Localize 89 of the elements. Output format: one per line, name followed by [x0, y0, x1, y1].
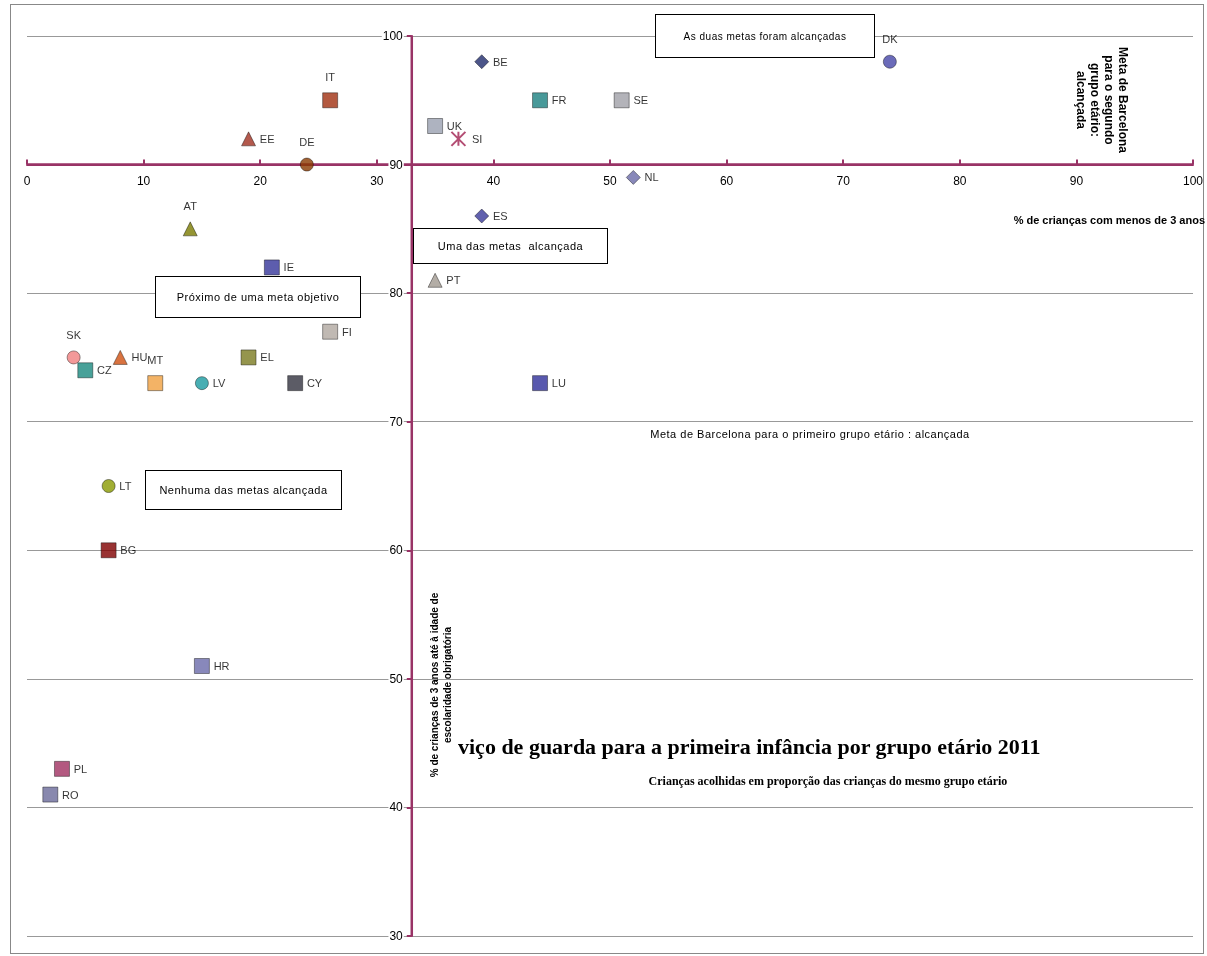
point — [182, 221, 198, 237]
annotation: As duas metas foram alcançadas — [683, 30, 847, 42]
point — [613, 92, 630, 109]
x-tick-label: 0 — [23, 173, 31, 188]
x-tick-label: 70 — [836, 173, 851, 188]
text-box: Uma das metas alcançada — [413, 228, 608, 264]
point — [240, 349, 257, 366]
series-label: RO — [62, 788, 80, 801]
series-label: SK — [66, 329, 82, 342]
series-label: IT — [325, 71, 336, 84]
x-axis-title: % de crianças com menos de 3 anos — [1013, 214, 1205, 226]
point — [474, 208, 489, 224]
point — [427, 118, 443, 134]
x-tick-label: 10 — [136, 173, 151, 188]
x-tick-label: 60 — [719, 173, 734, 188]
text-box: Nenhuma das metas alcançada — [145, 470, 342, 510]
ref-line-label: Meta de Barcelona para o segundo grupo etário: alcançada — [1073, 45, 1130, 155]
y-tick-label: 70 — [389, 414, 404, 429]
series-label: SE — [633, 94, 649, 107]
point — [66, 350, 81, 365]
y-tick-label: 30 — [389, 929, 404, 943]
text: Crianças acolhidas em proporção das crianças do mesmo grupo etário — [647, 774, 1009, 789]
series-label: DK — [882, 33, 899, 46]
point — [77, 362, 94, 379]
series-label: ES — [492, 210, 508, 222]
point — [532, 92, 548, 109]
x-tick-label: 100 — [1182, 173, 1204, 188]
y-tick-label: 50 — [389, 671, 404, 686]
series-label: AT — [183, 200, 198, 213]
series-label: PT — [446, 274, 461, 287]
x-tick-label: 80 — [953, 173, 967, 188]
point — [626, 170, 641, 185]
series-label: MT — [147, 353, 164, 366]
series-label: CZ — [97, 364, 112, 377]
annotation: Uma das metas alcançada — [437, 240, 584, 252]
series-label: LV — [212, 377, 226, 390]
y-axis-title: % de crianças de 3 anos até à idade de escolaridade obrigatória — [428, 591, 454, 780]
x-tick-label: 40 — [486, 173, 501, 188]
series-label: BG — [120, 544, 137, 557]
point — [532, 375, 548, 391]
point — [287, 375, 303, 391]
series-label: HR — [213, 660, 230, 672]
series-label: FR — [551, 94, 567, 107]
y-tick-label: 100 — [382, 29, 404, 43]
series-label: UK — [446, 120, 463, 132]
series-label: DE — [299, 136, 315, 149]
point — [113, 350, 128, 365]
series-label: FI — [341, 325, 352, 338]
series-label: PL — [73, 762, 88, 775]
series-label: CY — [306, 377, 323, 390]
text: viço de guarda para a primeira infância por grupo etário 2011 — [458, 734, 1041, 760]
annotation: Nenhuma das metas alcançada — [159, 484, 328, 496]
point — [54, 761, 70, 777]
text-box: Próximo de uma meta objetivo — [155, 276, 361, 318]
series-label: LU — [551, 377, 566, 390]
series-label: BE — [492, 55, 508, 68]
point — [322, 92, 338, 109]
text-box: As duas metas foram alcançadas — [655, 14, 875, 58]
point — [300, 157, 314, 172]
series-label: HU — [131, 351, 148, 364]
annotation: Próximo de uma meta objetivo — [176, 291, 340, 303]
point — [450, 130, 467, 147]
point — [427, 273, 443, 288]
y-tick-label: 80 — [389, 286, 404, 301]
y-tick-label: 40 — [389, 800, 404, 815]
point — [322, 323, 338, 340]
series-label: NL — [644, 171, 659, 184]
x-tick-label: 90 — [1069, 173, 1084, 188]
y-tick-label: 60 — [389, 543, 404, 558]
series-label: SI — [471, 132, 483, 145]
x-tick-label: 30 — [370, 173, 384, 188]
point — [241, 131, 256, 147]
point — [883, 54, 897, 69]
x-tick-label: 20 — [253, 173, 268, 188]
point — [195, 376, 209, 390]
series-label: EL — [260, 351, 274, 364]
point — [42, 786, 59, 803]
point — [194, 658, 210, 674]
y-tick-label: 90 — [389, 157, 404, 172]
x-tick-label: 50 — [603, 173, 617, 188]
point — [100, 542, 117, 559]
series-label: IE — [283, 261, 295, 274]
series-label: LT — [119, 480, 132, 492]
point — [101, 479, 116, 493]
annotation: Meta de Barcelona para o primeiro grupo etário : alcançada — [650, 428, 970, 440]
series-label: EE — [259, 132, 275, 145]
point — [147, 375, 164, 391]
point — [264, 259, 280, 276]
point — [474, 54, 489, 69]
